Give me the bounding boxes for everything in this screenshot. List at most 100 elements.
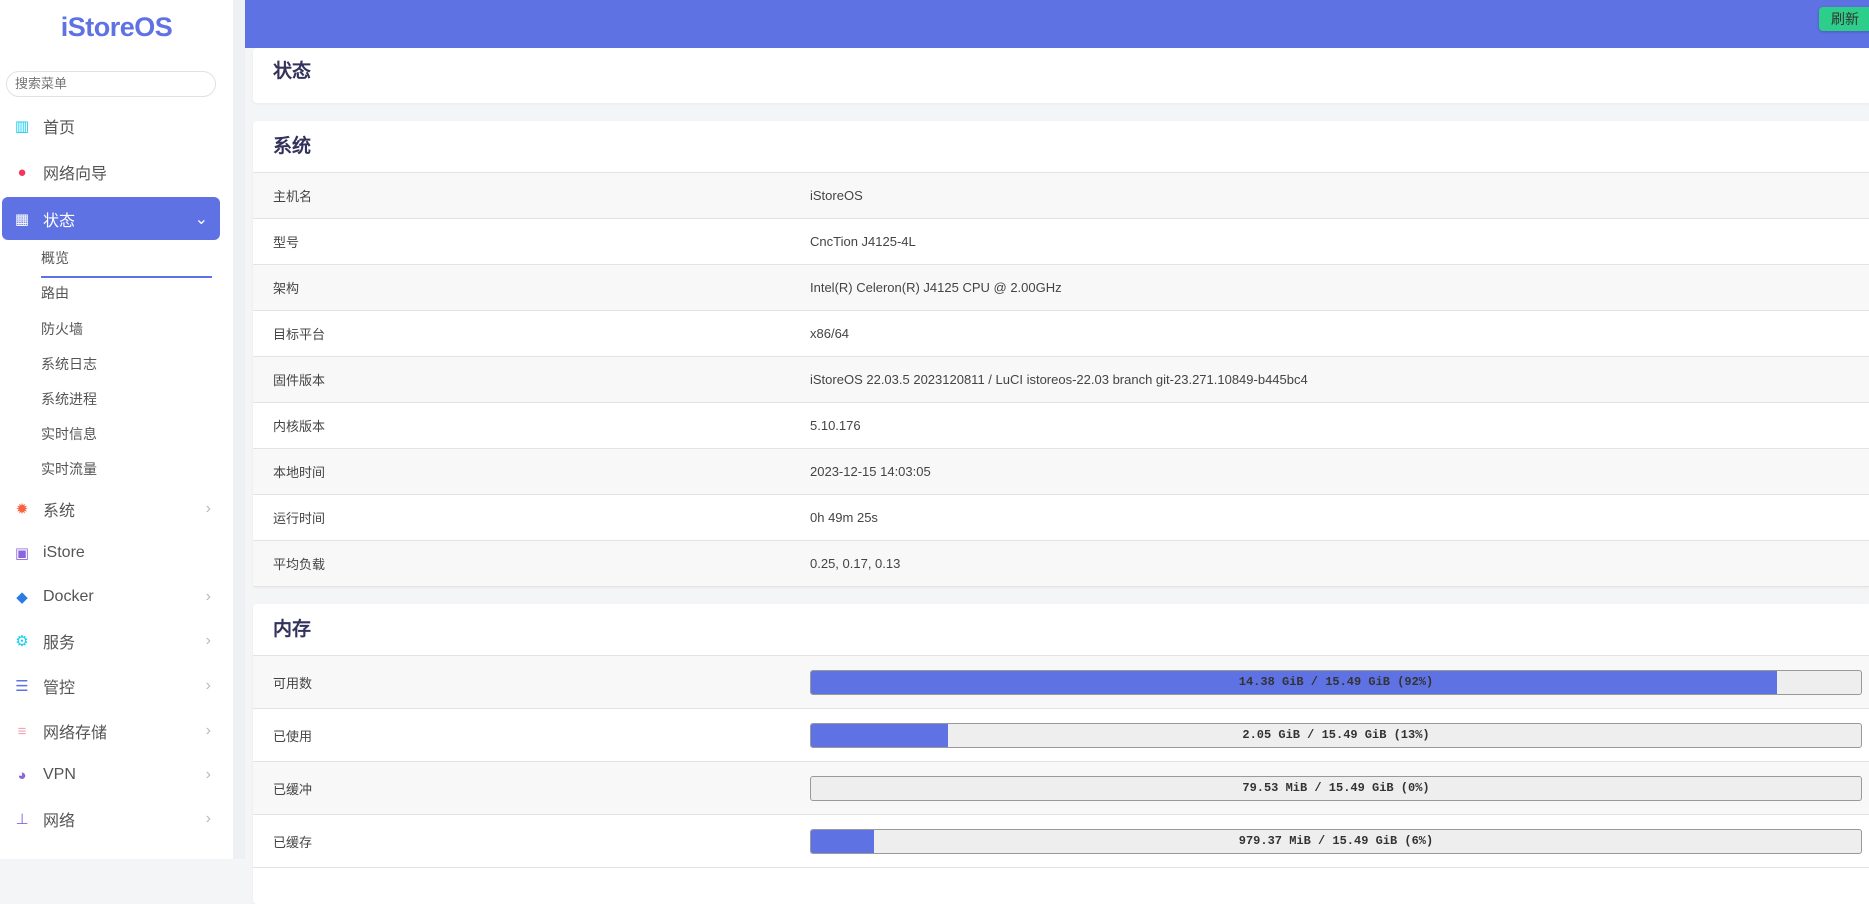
sidebar-subitem-4[interactable]: 系统进程	[41, 391, 97, 407]
sidebar-subitem-3[interactable]: 系统日志	[41, 356, 97, 372]
sidebar-item-label: 网络存储	[43, 725, 108, 742]
sidebar-item-10[interactable]: ⊥ 网络 ›	[0, 799, 233, 839]
globe-icon: ●	[17, 163, 27, 181]
sidebar-item-label: 首页	[43, 120, 76, 137]
progress-text: 979.37 MiB / 15.49 GiB (6%)	[1238, 833, 1434, 848]
row-value: iStoreOS 22.03.5 2023120811 / LuCI istor…	[810, 372, 1308, 387]
row-label: 已缓存	[273, 834, 313, 850]
sidebar-item-7[interactable]: ☰ 管控 ›	[0, 666, 233, 706]
system-row: 目标平台 x86/64	[253, 311, 1869, 357]
memory-progress-bar: 14.38 GiB / 15.49 GiB (92%)	[810, 669, 1862, 695]
sidebar-subitem-0[interactable]: 概览	[41, 248, 212, 278]
page-title: 状态	[273, 61, 312, 82]
progress-text: 14.38 GiB / 15.49 GiB (92%)	[1238, 674, 1434, 689]
row-value: x86/64	[810, 326, 850, 341]
progress-text: 2.05 GiB / 15.49 GiB (13%)	[1242, 727, 1430, 742]
row-value: iStoreOS	[810, 188, 863, 203]
search-menu-input[interactable]	[6, 71, 216, 97]
row-label: 架构	[273, 281, 300, 296]
logo: iStoreOS	[60, 12, 173, 42]
sidebar-subitem-5[interactable]: 实时信息	[41, 426, 97, 442]
sidebar-item-3[interactable]: ✹ 系统 ›	[0, 489, 233, 529]
sidebar-item-4[interactable]: ▣ iStore	[0, 533, 233, 573]
row-value: 2023-12-15 14:03:05	[810, 464, 931, 479]
chevron-right-icon: ›	[205, 632, 211, 649]
memory-row: 可用数 14.38 GiB / 15.49 GiB (92%)	[253, 656, 1869, 709]
memory-progress-bar: 979.37 MiB / 15.49 GiB (6%)	[810, 828, 1862, 854]
chevron-right-icon: ›	[205, 722, 211, 739]
memory-title: 内存	[253, 604, 1869, 656]
system-row: 平均负载 0.25, 0.17, 0.13	[253, 541, 1869, 587]
sidebar-item-0[interactable]: ▥ 首页	[0, 106, 233, 146]
row-label: 已缓冲	[273, 781, 313, 797]
system-row: 架构 Intel(R) Celeron(R) J4125 CPU @ 2.00GH…	[253, 265, 1869, 311]
sidebar-item-9[interactable]: ◕ VPN ›	[0, 755, 233, 795]
vpn-globe-icon: ◕	[17, 766, 27, 784]
progress-fill	[811, 670, 1777, 694]
row-label: 已使用	[273, 728, 313, 744]
sidebar-subitem-1[interactable]: 路由	[41, 285, 69, 301]
sidebar-item-6[interactable]: ⚙ 服务 ›	[0, 621, 233, 661]
row-value: 5.10.176	[810, 418, 861, 433]
memory-section: 内存 可用数 14.38 GiB / 15.49 GiB (92%) 已使用 2.05…	[253, 604, 1869, 904]
chevron-right-icon: ›	[205, 766, 211, 783]
memory-progress-bar: 2.05 GiB / 15.49 GiB (13%)	[810, 722, 1862, 748]
sidebar-item-5[interactable]: ◆ Docker ›	[0, 577, 233, 617]
memory-row: 已使用 2.05 GiB / 15.49 GiB (13%)	[253, 709, 1869, 762]
row-label: 型号	[273, 235, 300, 250]
sidebar-subitem-6[interactable]: 实时流量	[41, 461, 97, 477]
grid-icon: ▦	[14, 210, 30, 228]
row-value: 0.25, 0.17, 0.13	[810, 556, 901, 571]
sidebar-item-1[interactable]: ● 网络向导	[0, 152, 233, 192]
chevron-right-icon: ›	[205, 500, 211, 517]
row-value: CncTion J4125-4L	[810, 234, 916, 249]
dashboard-icon: ▥	[14, 118, 30, 135]
row-label: 运行时间	[273, 511, 326, 526]
sliders-icon: ☰	[15, 678, 29, 695]
system-section: 系统 主机名 iStoreOS 型号 CncTion J4125-4L 架构 Intel(…	[253, 121, 1869, 587]
bag-icon: ▣	[14, 545, 30, 562]
system-row: 固件版本 iStoreOS 22.03.5 2023120811 / LuCI i…	[253, 357, 1869, 403]
sidebar-subitem-2[interactable]: 防火墙	[41, 321, 83, 337]
sidebar: iStoreOS ▥ 首页 ● 网络向导 ▦ 状态 ⌄ ✹ 系统 › ▣ iStore ◆ Docker ›…	[0, 0, 245, 859]
row-label: 固件版本	[273, 373, 326, 388]
progress-fill	[811, 723, 948, 747]
system-row: 内核版本 5.10.176	[253, 403, 1869, 449]
system-row: 本地时间 2023-12-15 14:03:05	[253, 449, 1869, 495]
top-bar: 刷新	[245, 0, 1869, 48]
chevron-down-icon: ⌄	[194, 210, 208, 228]
chevron-right-icon: ›	[205, 810, 211, 827]
row-label: 主机名	[273, 189, 313, 204]
database-icon: ≡	[17, 722, 27, 740]
memory-row: 已缓冲 79.53 MiB / 15.49 GiB (0%)	[253, 762, 1869, 815]
row-label: 平均负载	[273, 557, 326, 572]
row-label: 本地时间	[273, 465, 326, 480]
row-value: 0h 49m 25s	[810, 510, 878, 525]
memory-progress-bar: 79.53 MiB / 15.49 GiB (0%)	[810, 775, 1862, 801]
system-row: 型号 CncTion J4125-4L	[253, 219, 1869, 265]
row-label: 内核版本	[273, 419, 326, 434]
refresh-button[interactable]: 刷新	[1819, 7, 1869, 31]
system-row: 主机名 iStoreOS	[253, 173, 1869, 219]
sidebar-item-label: 系统	[43, 503, 76, 520]
sidebar-item-label: VPN	[43, 766, 76, 783]
docker-icon: ◆	[16, 589, 28, 606]
sidebar-item-label: Docker	[43, 588, 94, 605]
sitemap-icon: ⊥	[15, 811, 29, 828]
system-row: 运行时间 0h 49m 25s	[253, 495, 1869, 541]
system-title: 系统	[253, 121, 1869, 173]
sidebar-item-label: iStore	[43, 544, 85, 561]
sidebar-item-label: 管控	[43, 680, 76, 697]
progress-text: 79.53 MiB / 15.49 GiB (0%)	[1242, 780, 1430, 795]
sidebar-item-8[interactable]: ≡ 网络存储 ›	[0, 711, 233, 751]
page-title-card: 状态	[253, 48, 1869, 103]
row-value: Intel(R) Celeron(R) J4125 CPU @ 2.00GHz	[810, 280, 1062, 295]
row-label: 目标平台	[273, 327, 326, 342]
sidebar-item-2[interactable]: ▦ 状态 ⌄	[2, 197, 220, 240]
memory-row: 已缓存 979.37 MiB / 15.49 GiB (6%)	[253, 815, 1869, 868]
sidebar-item-label: 网络	[43, 813, 76, 830]
row-label: 可用数	[273, 675, 313, 691]
progress-fill	[811, 829, 874, 853]
sidebar-item-label: 状态	[43, 212, 76, 230]
chevron-right-icon: ›	[205, 588, 211, 605]
